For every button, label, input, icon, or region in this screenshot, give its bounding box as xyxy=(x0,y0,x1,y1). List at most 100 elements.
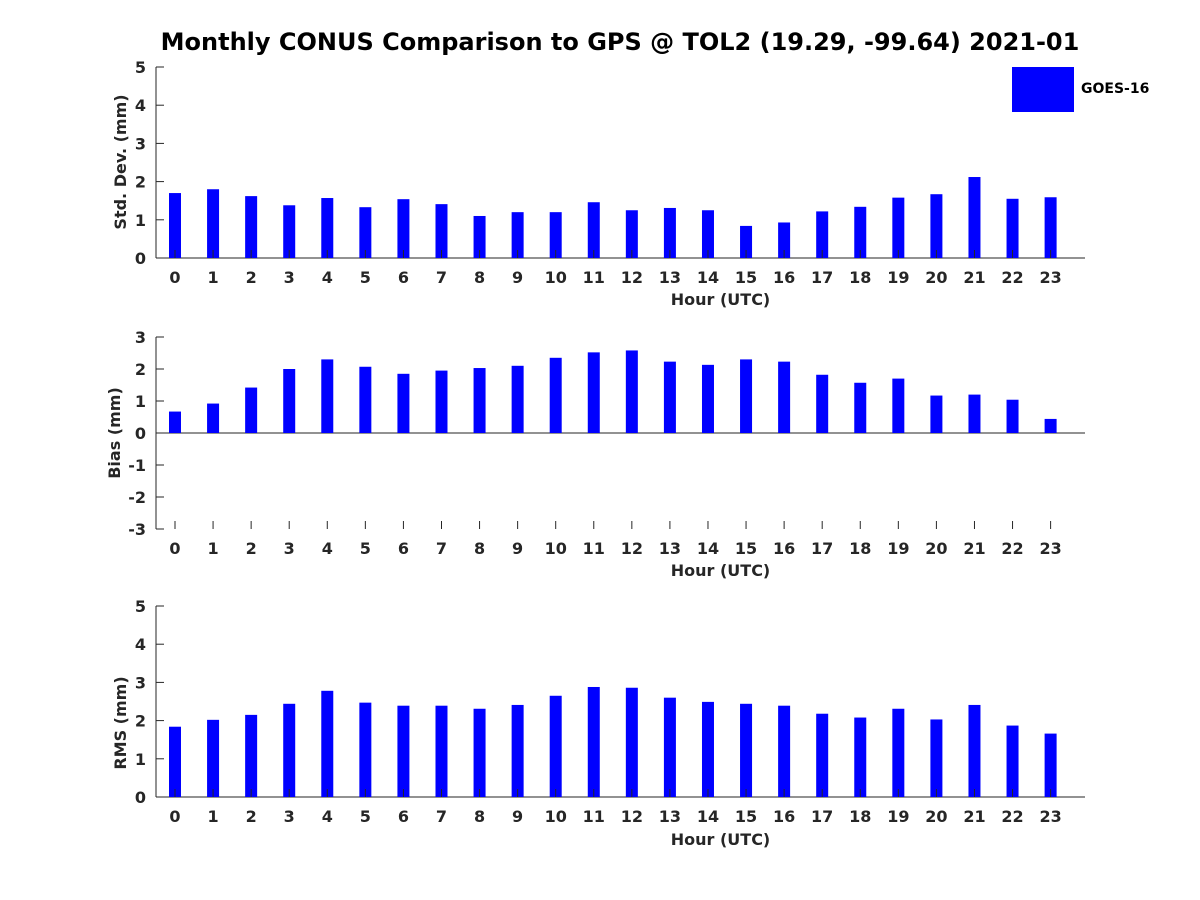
bar xyxy=(169,193,181,258)
y-tick-label: 3 xyxy=(135,328,146,347)
bar xyxy=(511,212,524,258)
x-tick-label: 11 xyxy=(583,807,605,826)
x-tick-label: 11 xyxy=(583,268,605,287)
bar xyxy=(816,211,829,258)
bar xyxy=(968,704,981,797)
y-tick-label: 4 xyxy=(135,96,146,115)
bar xyxy=(511,365,524,433)
y-tick-label: 1 xyxy=(135,750,146,769)
x-tick-label: 4 xyxy=(322,268,333,287)
x-tick-label: 20 xyxy=(925,807,947,826)
x-tick-label: 18 xyxy=(849,268,871,287)
y-tick-label: 0 xyxy=(135,249,146,268)
bar xyxy=(435,204,448,258)
bar xyxy=(625,210,638,258)
x-tick-label: 19 xyxy=(887,268,909,287)
x-tick-label: 0 xyxy=(169,807,180,826)
bar xyxy=(816,374,829,433)
x-tick-label: 19 xyxy=(887,539,909,558)
x-tick-label: 14 xyxy=(697,539,719,558)
x-tick-label: 10 xyxy=(545,539,567,558)
y-tick-label: -1 xyxy=(128,456,146,475)
x-tick-label: 14 xyxy=(697,807,719,826)
x-tick-label: 3 xyxy=(284,539,295,558)
x-tick-label: 9 xyxy=(512,807,523,826)
x-tick-label: 10 xyxy=(545,807,567,826)
bar xyxy=(892,708,905,797)
x-axis-label: Hour (UTC) xyxy=(671,290,771,309)
bar xyxy=(930,395,943,433)
x-tick-label: 4 xyxy=(322,539,333,558)
x-tick-label: 12 xyxy=(621,268,643,287)
x-tick-label: 20 xyxy=(925,268,947,287)
x-tick-label: 6 xyxy=(398,539,409,558)
x-tick-label: 1 xyxy=(207,268,218,287)
bar xyxy=(854,717,867,797)
bar xyxy=(283,369,296,433)
bar xyxy=(359,207,372,258)
bar xyxy=(778,361,791,433)
bar xyxy=(816,713,829,797)
bar xyxy=(549,212,562,258)
y-tick-label: 0 xyxy=(135,424,146,443)
y-axis-label: RMS (mm) xyxy=(111,676,130,769)
x-tick-label: 3 xyxy=(284,268,295,287)
legend-label: GOES-16 xyxy=(1081,81,1150,97)
bar xyxy=(1006,399,1019,433)
bar xyxy=(245,387,258,433)
y-tick-label: 0 xyxy=(135,788,146,807)
y-axis-label: Bias (mm) xyxy=(105,387,124,479)
bar xyxy=(549,357,562,433)
bar xyxy=(740,703,753,797)
x-tick-label: 2 xyxy=(246,539,257,558)
bar xyxy=(587,352,600,433)
bar xyxy=(321,690,334,797)
x-tick-label: 10 xyxy=(545,268,567,287)
x-axis-label: Hour (UTC) xyxy=(671,561,771,580)
y-axis-label: Std. Dev. (mm) xyxy=(111,94,130,229)
bar xyxy=(1006,725,1019,797)
x-tick-label: 6 xyxy=(398,807,409,826)
y-tick-label: 3 xyxy=(135,134,146,153)
x-tick-label: 1 xyxy=(207,539,218,558)
bar xyxy=(397,373,410,433)
x-tick-label: 7 xyxy=(436,539,447,558)
bar xyxy=(435,370,448,433)
x-tick-label: 17 xyxy=(811,807,833,826)
x-tick-label: 18 xyxy=(849,807,871,826)
bar xyxy=(701,364,714,433)
bar xyxy=(473,368,486,433)
x-tick-label: 9 xyxy=(512,539,523,558)
bar xyxy=(625,687,638,797)
x-tick-label: 15 xyxy=(735,539,757,558)
bar xyxy=(968,394,981,433)
bar xyxy=(930,719,943,797)
bar xyxy=(359,702,372,797)
x-tick-label: 21 xyxy=(963,268,985,287)
x-tick-label: 4 xyxy=(322,807,333,826)
bar xyxy=(663,361,676,433)
x-tick-label: 0 xyxy=(169,539,180,558)
bar xyxy=(587,202,600,258)
bar xyxy=(397,199,410,258)
x-tick-label: 16 xyxy=(773,539,795,558)
bar xyxy=(701,701,714,797)
x-tick-label: 19 xyxy=(887,807,909,826)
bar xyxy=(207,719,220,797)
y-tick-label: 2 xyxy=(135,173,146,192)
bar xyxy=(207,403,220,433)
legend-swatch xyxy=(1012,67,1074,112)
x-tick-label: 13 xyxy=(659,539,681,558)
x-tick-label: 14 xyxy=(697,268,719,287)
y-tick-label: 2 xyxy=(135,360,146,379)
bar xyxy=(511,704,524,797)
bar xyxy=(321,359,334,433)
y-tick-label: 5 xyxy=(135,597,146,616)
bar xyxy=(892,378,905,433)
bar xyxy=(473,215,486,258)
x-tick-label: 11 xyxy=(583,539,605,558)
bar xyxy=(740,225,753,258)
